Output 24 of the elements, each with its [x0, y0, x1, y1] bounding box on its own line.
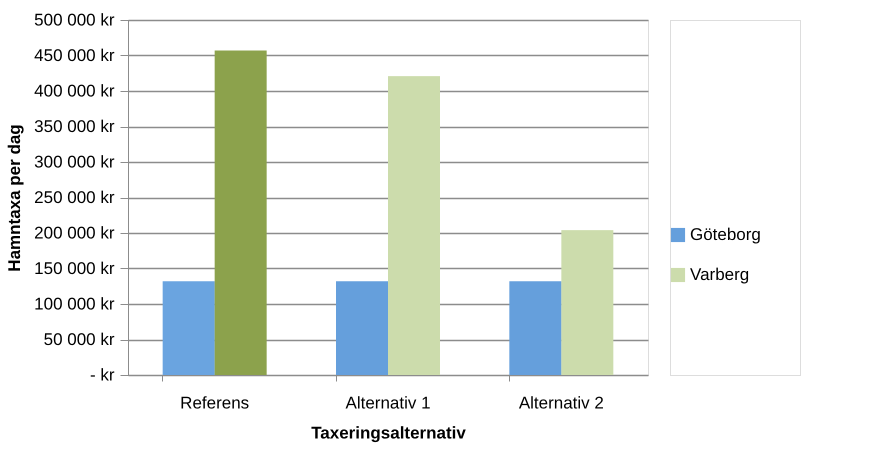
legend-label: Varberg	[690, 265, 750, 284]
x-axis-title: Taxeringsalternativ	[311, 424, 466, 442]
y-tick-label: 100 000 kr	[34, 294, 115, 314]
y-tick-label: 500 000 kr	[34, 10, 115, 30]
bar	[561, 230, 614, 375]
y-tick-label: 350 000 kr	[34, 117, 115, 136]
x-tick-label: Alternativ 2	[518, 394, 604, 412]
bar	[388, 76, 440, 375]
y-tick-label: 150 000 kr	[34, 259, 115, 278]
y-tick-label: - kr	[90, 366, 115, 384]
legend-label: Göteborg	[690, 225, 761, 244]
y-tick-label: 400 000 kr	[34, 82, 115, 100]
y-tick-label: 300 000 kr	[34, 152, 115, 172]
y-axis-title: Hamntaxa per dag	[5, 124, 24, 272]
bar	[336, 281, 388, 375]
bar	[214, 50, 267, 375]
bar	[509, 281, 562, 375]
x-tick-label: Referens	[180, 394, 250, 412]
y-tick-label: 450 000 kr	[34, 46, 115, 65]
y-tick-label: 250 000 kr	[34, 188, 115, 207]
x-tick-label: Alternativ 1	[345, 394, 431, 412]
bar	[162, 281, 215, 375]
y-tick-label: 50 000 kr	[44, 330, 115, 349]
y-tick-label: 200 000 kr	[34, 224, 115, 242]
